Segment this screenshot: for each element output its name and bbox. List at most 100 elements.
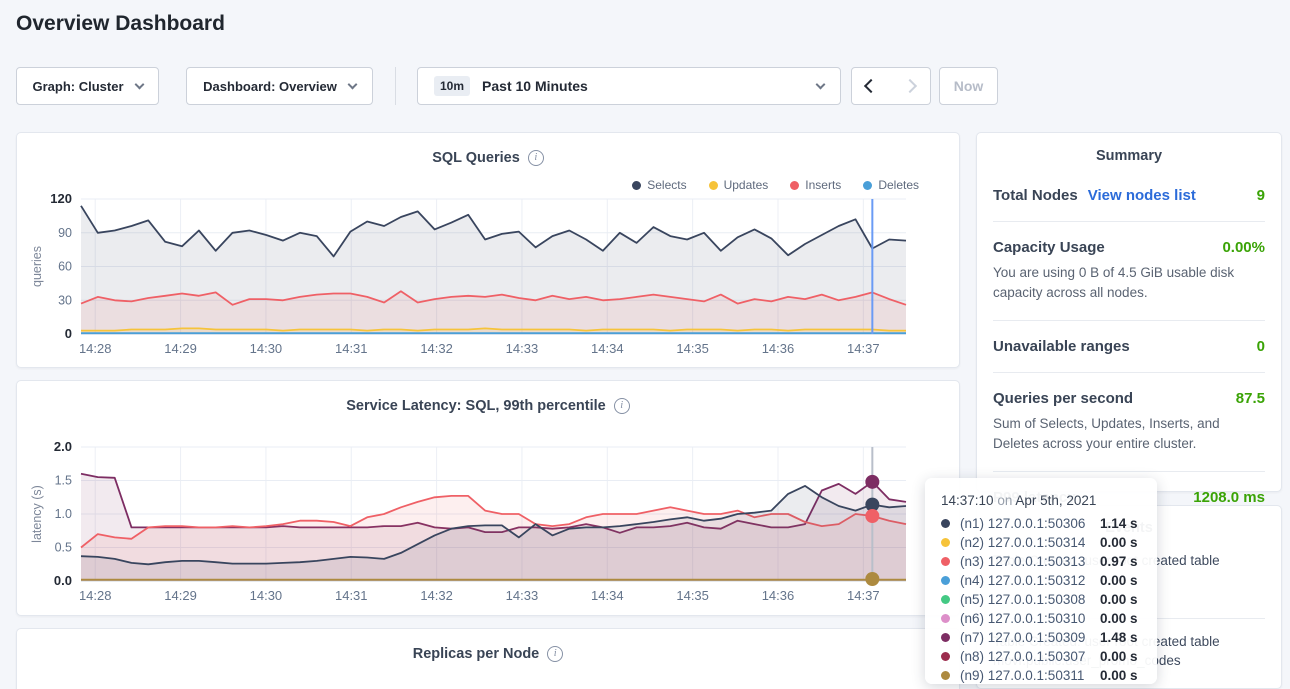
node-color-dot [941,633,950,642]
legend-dot [708,180,718,190]
service-latency-card: Service Latency: SQL, 99th percentile i … [16,380,960,616]
svg-text:14:37: 14:37 [847,341,880,356]
tooltip-date: Apr 5th, 2021 [1015,493,1097,508]
summary-row-total-nodes: Total Nodes View nodes list 9 [993,170,1265,222]
tooltip-timestamp: 14:37:10 on Apr 5th, 2021 [925,491,1157,514]
summary-row-capacity-usage: Capacity Usage 0.00% You are using 0 B o… [993,222,1265,321]
legend-item-selects[interactable]: Selects [632,178,687,192]
node-color-dot [941,557,950,566]
time-range-label: Past 10 Minutes [482,78,588,94]
summary-row-unavailable-ranges: Unavailable ranges 0 [993,321,1265,373]
time-range-badge: 10m [434,76,471,96]
svg-text:14:33: 14:33 [506,341,539,356]
time-range-dropdown[interactable]: 10m Past 10 Minutes [417,67,841,105]
node-color-dot [941,595,950,604]
svg-text:90: 90 [58,226,72,240]
summary-label: Unavailable ranges [993,338,1130,355]
dashboard-dropdown-label: Dashboard: Overview [203,78,337,94]
svg-text:14:28: 14:28 [79,588,112,603]
node-latency-value: 0.00 s [1100,592,1138,607]
node-color-dot [941,671,950,680]
replicas-per-node-card: Replicas per Node i [16,628,960,689]
summary-title: Summary [1095,148,1163,164]
summary-row-queries-per-second: Queries per second 87.5 Sum of Selects, … [993,373,1265,472]
time-next-button[interactable] [890,67,931,105]
node-address: (n8) 127.0.0.1:50307 [960,649,1086,664]
legend-label: Selects [647,178,687,192]
chart-title-text: SQL Queries [432,150,520,166]
svg-text:14:34: 14:34 [591,341,624,356]
dashboard-dropdown[interactable]: Dashboard: Overview [186,67,373,105]
legend-label: Updates [723,178,769,192]
tooltip-node-row: (n5) 127.0.0.1:50308 0.00 s [925,590,1157,609]
chevron-down-icon [815,79,826,89]
node-latency-value: 0.00 s [1100,535,1138,550]
svg-text:14:29: 14:29 [164,588,197,603]
chevron-left-icon [863,78,879,94]
node-color-dot [941,614,950,623]
sql-queries-chart[interactable]: 14:28 14:29 14:30 14:31 14:32 14:33 14:34 14:35… [17,183,961,361]
svg-text:14:35: 14:35 [676,588,709,603]
node-latency-value: 0.00 s [1100,668,1138,683]
svg-text:60: 60 [58,260,72,274]
controls-divider [395,67,396,105]
node-address: (n9) 127.0.0.1:50311 [960,668,1085,683]
node-latency-value: 0.00 s [1100,573,1138,588]
node-address: (n2) 127.0.0.1:50314 [960,535,1086,550]
svg-text:queries: queries [30,246,44,287]
tooltip-node-row: (n7) 127.0.0.1:50309 1.48 s [925,628,1157,647]
tooltip-rows: (n1) 127.0.0.1:50306 1.14 s (n2) 127.0.0.1… [925,514,1157,685]
info-icon[interactable]: i [527,150,544,166]
tooltip-node-row: (n3) 127.0.0.1:50313 0.97 s [925,552,1157,571]
svg-text:14:30: 14:30 [250,341,283,356]
node-address: (n6) 127.0.0.1:50310 [960,611,1086,626]
legend-item-inserts[interactable]: Inserts [790,178,841,192]
tooltip-node-row: (n8) 127.0.0.1:50307 0.00 s [925,647,1157,666]
chart-title-text: Replicas per Node [412,646,540,662]
legend-item-deletes[interactable]: Deletes [863,178,919,192]
chevron-down-icon [134,79,144,89]
summary-label: Total Nodes [993,187,1078,204]
node-address: (n7) 127.0.0.1:50309 [960,630,1086,645]
node-latency-value: 0.00 s [1100,649,1138,664]
legend-dot [790,180,800,190]
chart-legend: Selects Updates Inserts Deletes [632,178,919,192]
replicas-title-row: Replicas per Node i [17,646,959,662]
svg-text:0.5: 0.5 [55,541,72,555]
node-address: (n5) 127.0.0.1:50308 [960,592,1086,607]
time-prev-button[interactable] [851,67,891,105]
svg-text:1.0: 1.0 [55,507,72,521]
service-latency-title-row: Service Latency: SQL, 99th percentile i [17,398,959,414]
svg-text:14:32: 14:32 [420,588,453,603]
summary-subtext: Sum of Selects, Updates, Inserts, and De… [993,416,1220,451]
node-latency-value: 1.48 s [1100,630,1138,645]
svg-text:14:34: 14:34 [591,588,624,603]
summary-value: 1208.0 ms [1193,489,1265,506]
node-color-dot [941,652,950,661]
svg-text:0.0: 0.0 [54,573,72,588]
svg-text:14:37: 14:37 [847,588,880,603]
legend-label: Inserts [805,178,842,192]
chart-title-text: Service Latency: SQL, 99th percentile [346,398,606,414]
node-address: (n3) 127.0.0.1:50313 [960,554,1086,569]
service-latency-chart[interactable]: 14:28 14:29 14:30 14:31 14:32 14:33 14:34 14:35… [17,431,961,609]
node-latency-value: 0.97 s [1100,554,1138,569]
svg-text:14:29: 14:29 [164,341,197,356]
summary-value: 0 [1256,338,1265,355]
tooltip-node-row: (n1) 127.0.0.1:50306 1.14 s [925,514,1157,533]
chevron-right-icon [902,78,918,94]
info-icon[interactable]: i [547,646,564,662]
now-button[interactable]: Now [939,67,998,105]
view-nodes-list-link[interactable]: View nodes list [1087,187,1196,204]
svg-text:14:35: 14:35 [676,341,709,356]
svg-text:2.0: 2.0 [54,439,72,454]
graph-dropdown-label: Graph: Cluster [32,78,124,94]
legend-label: Deletes [878,178,919,192]
info-icon[interactable]: i [613,398,630,414]
tooltip-node-row: (n6) 127.0.0.1:50310 0.00 s [925,609,1157,628]
graph-dropdown[interactable]: Graph: Cluster [16,67,159,105]
svg-text:14:36: 14:36 [762,341,795,356]
page-title: Overview Dashboard [16,12,225,35]
svg-text:14:28: 14:28 [79,341,112,356]
legend-item-updates[interactable]: Updates [708,178,769,192]
